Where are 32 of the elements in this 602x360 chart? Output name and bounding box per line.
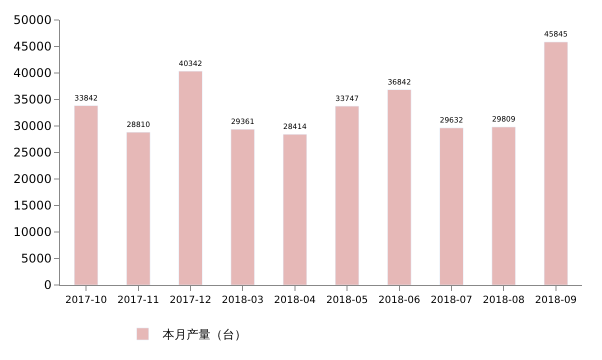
y-tick-label: 25000 bbox=[13, 146, 52, 160]
y-tick-label: 10000 bbox=[13, 225, 52, 240]
bar bbox=[126, 132, 150, 285]
x-tick-label: 2017-10 bbox=[65, 295, 107, 306]
y-tick-label: 5000 bbox=[21, 252, 52, 266]
x-tick-label: 2018-03 bbox=[222, 295, 264, 306]
y-tick-label: 20000 bbox=[13, 172, 52, 186]
bar bbox=[282, 134, 307, 285]
x-tick-label: 2017-11 bbox=[117, 295, 160, 306]
y-tick-label: 50000 bbox=[13, 13, 52, 28]
y-tick-label: 30000 bbox=[13, 119, 52, 134]
bar bbox=[230, 129, 255, 285]
bar bbox=[387, 89, 412, 285]
y-tick-label: 15000 bbox=[13, 198, 52, 213]
bar bbox=[74, 105, 98, 285]
bar bbox=[335, 106, 360, 285]
x-tick-label: 2018-06 bbox=[378, 295, 420, 306]
bar bbox=[178, 70, 202, 285]
x-tick-label: 2017-12 bbox=[170, 295, 212, 306]
legend-label: 本月产量（台） bbox=[162, 328, 247, 342]
y-tick-label: 45000 bbox=[13, 40, 52, 54]
bar bbox=[544, 42, 568, 285]
y-tick-label: 40000 bbox=[13, 66, 52, 80]
y-tick-label: 0 bbox=[44, 278, 52, 292]
bar bbox=[440, 128, 464, 285]
bar bbox=[492, 126, 516, 285]
y-tick-label: 35000 bbox=[13, 92, 52, 107]
x-tick-label: 2018-05 bbox=[326, 295, 368, 306]
x-tick-label: 2018-07 bbox=[430, 295, 472, 306]
x-tick-label: 2018-08 bbox=[482, 295, 525, 306]
x-tick-label: 2018-09 bbox=[535, 295, 577, 306]
x-tick-label: 2018-04 bbox=[274, 295, 316, 306]
